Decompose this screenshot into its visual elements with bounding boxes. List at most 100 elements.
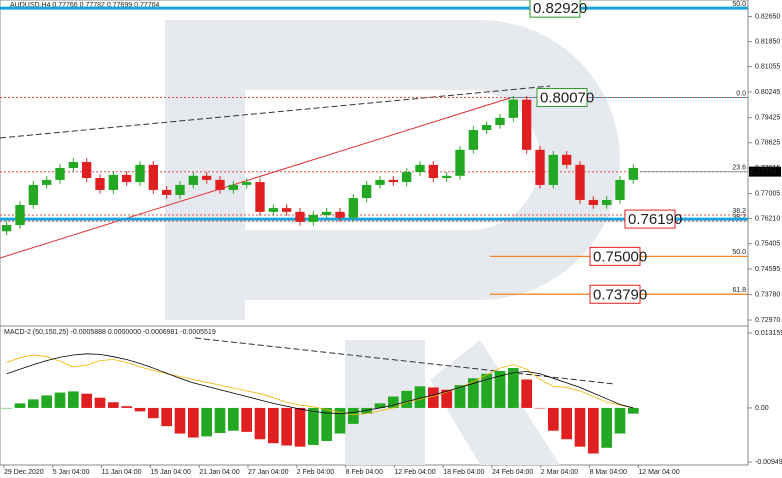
y-tick-label: 0.81055 — [755, 63, 780, 70]
x-tick-label: 5 Jan 04:00 — [53, 469, 90, 476]
candle-body — [308, 214, 318, 222]
candle-body — [388, 179, 398, 183]
x-tick-label: 12 Feb 04:00 — [394, 469, 435, 476]
macd-bar — [68, 391, 79, 408]
x-tick-label: 12 Mar 04:00 — [638, 469, 679, 476]
macd-y-tick-label: 0.00 — [755, 405, 769, 412]
y-tick-label: 0.74595 — [755, 266, 780, 273]
macd-bar — [494, 370, 506, 408]
macd-bar — [81, 393, 92, 408]
macd-bar — [601, 407, 612, 448]
macd-trend-line — [194, 337, 616, 385]
candle-body — [402, 172, 412, 183]
macd-bar — [481, 373, 492, 408]
candle-body — [55, 167, 65, 180]
macd-bar — [614, 407, 626, 434]
trend-line — [0, 85, 551, 139]
macd-bar — [308, 407, 319, 445]
candle-body — [562, 154, 572, 165]
y-tick-label: 0.73780 — [755, 291, 780, 298]
x-tick-label: 8 Mar 04:00 — [590, 469, 627, 476]
candle-body — [535, 149, 545, 185]
level-label: 0.80070 — [540, 89, 594, 106]
macd-bar — [414, 386, 426, 408]
y-tick-label: 0.81850 — [755, 39, 780, 46]
macd-bar — [548, 407, 559, 431]
macd-bar — [228, 407, 239, 431]
macd-bar — [348, 407, 359, 424]
x-tick-label: 15 Jan 04:00 — [150, 469, 191, 476]
macd-bar — [28, 399, 39, 408]
macd-bar — [108, 402, 119, 408]
y-tick-label: 0.75405 — [755, 241, 780, 248]
macd-bar — [214, 407, 226, 433]
candle-body — [322, 211, 332, 215]
candle-body — [362, 184, 372, 199]
candle-body — [522, 99, 532, 150]
candle-body — [482, 125, 492, 131]
fibo-line — [0, 97, 511, 259]
macd-bar — [321, 407, 332, 441]
macd-bar — [534, 407, 546, 409]
y-tick-label: 0.72970 — [755, 317, 780, 324]
macd-y-tick-label: 0.0131596 — [755, 330, 782, 337]
candle-body — [28, 184, 38, 205]
candle-body — [468, 130, 478, 150]
candle-body — [375, 179, 385, 185]
macd-bar — [161, 407, 172, 427]
candle-body — [335, 211, 345, 218]
watermark — [165, 20, 620, 465]
macd-bar — [41, 395, 52, 408]
macd-bar — [561, 407, 572, 440]
fibo-label: 38.2 — [732, 208, 746, 215]
macd-bar — [121, 406, 132, 408]
macd-bar — [388, 396, 399, 408]
x-tick-label: 21 Jan 04:00 — [199, 469, 240, 476]
y-tick-label: 0.77005 — [755, 190, 780, 197]
current-price-box — [749, 166, 781, 177]
macd-bar — [174, 407, 186, 434]
fibo-label: 23.6 — [732, 165, 746, 172]
x-tick-label: 2 Mar 04:00 — [541, 469, 578, 476]
candle-body — [495, 117, 505, 126]
y-tick-label: 0.80245 — [755, 89, 780, 96]
candle-body — [588, 199, 598, 205]
macd-bar — [374, 403, 386, 408]
macd-bar — [454, 385, 466, 408]
macd-bar — [508, 368, 519, 408]
candle-body — [108, 174, 118, 190]
macd-bar — [268, 407, 279, 444]
candle-body — [68, 162, 78, 168]
level-label-box — [529, 0, 581, 18]
macd-y-tick-label: -0.009497 — [755, 459, 782, 466]
candle-body — [122, 174, 132, 183]
x-tick-label: 18 Feb 04:00 — [443, 469, 484, 476]
macd-bar — [588, 407, 599, 454]
candle-body — [255, 182, 265, 212]
macd-bar — [1, 407, 13, 409]
level-label-box — [536, 87, 588, 107]
candle-body — [442, 175, 452, 179]
candle-body — [148, 164, 158, 190]
macd-bar — [441, 389, 452, 408]
candle-body — [282, 208, 292, 212]
candle-body — [175, 184, 185, 195]
macd-bar — [428, 387, 439, 408]
level-label: 0.76190 — [628, 211, 682, 228]
fibo-label: 61.8 — [732, 287, 746, 294]
fibo-label: 0.0 — [736, 90, 746, 97]
candle-body — [615, 179, 625, 200]
macd-bar — [334, 407, 346, 434]
x-tick-label: 2 Feb 04:00 — [297, 469, 334, 476]
header: AUDUSD,H4 0.77766 0.77782 0.77699 0.7770… — [10, 2, 160, 9]
x-tick-label: 8 Feb 04:00 — [346, 469, 383, 476]
macd-bar — [201, 407, 212, 437]
macd-bar — [294, 407, 306, 447]
candle-body — [295, 211, 305, 222]
y-tick-label: 0.78625 — [755, 140, 780, 147]
candle-body — [242, 182, 252, 185]
macd-bar — [241, 407, 252, 432]
fibo-label: 50.0 — [732, 1, 746, 8]
macd-signal-line — [6, 354, 634, 416]
